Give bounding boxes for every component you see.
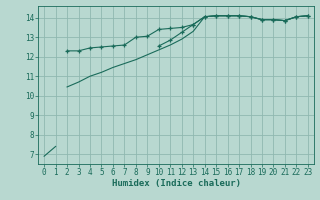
X-axis label: Humidex (Indice chaleur): Humidex (Indice chaleur) [111, 179, 241, 188]
